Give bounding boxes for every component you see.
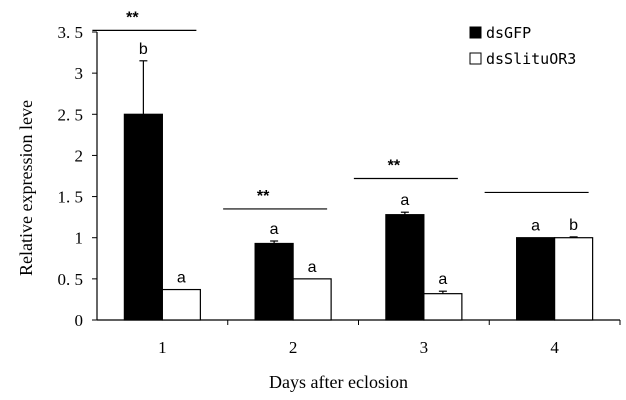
x-tick-label: 2 xyxy=(289,338,298,357)
x-tick-label: 3 xyxy=(420,338,429,357)
significance-stars: ** xyxy=(388,157,401,174)
bar-dsslituor3-2 xyxy=(292,278,332,321)
significance-letter: a xyxy=(531,218,540,235)
bar-dsgfp-3 xyxy=(385,214,425,321)
bar-dsgfp-1 xyxy=(123,113,163,321)
y-tick-label: 0 xyxy=(75,311,84,330)
y-tick-marks xyxy=(92,31,621,325)
x-tick-label: 4 xyxy=(550,338,559,357)
y-tick-label: 1 xyxy=(75,229,84,248)
legend: dsGFP dsSlituOR3 xyxy=(469,24,576,68)
x-tick-label: 1 xyxy=(158,338,167,357)
significance-stars: ** xyxy=(257,188,270,205)
significance-stars: ** xyxy=(126,9,139,26)
x-axis-label: Days after eclosion xyxy=(269,372,408,392)
significance-letter: a xyxy=(308,259,317,276)
y-tick-label: 2. 5 xyxy=(58,105,84,124)
y-axis-label: Relative expression leve xyxy=(16,100,36,276)
significance-letter: a xyxy=(177,270,186,287)
legend-label-dsslituor3: dsSlituOR3 xyxy=(486,50,576,68)
bar-dsgfp-4 xyxy=(516,237,556,321)
significance-letter: a xyxy=(438,271,447,288)
significance-letter: b xyxy=(569,217,578,234)
legend-swatch-dsslituor3 xyxy=(469,52,482,65)
significance-letter: a xyxy=(270,221,279,238)
y-tick-label: 3. 5 xyxy=(58,23,84,42)
bar-dsslituor3-3 xyxy=(423,293,463,321)
x-tick-labels: 1 2 3 4 xyxy=(158,338,559,357)
bar-dsslituor3-4 xyxy=(554,237,594,321)
y-tick-label: 3 xyxy=(75,64,84,83)
legend-label-dsgfp: dsGFP xyxy=(486,24,531,42)
bars: b a a a a a a b xyxy=(123,41,594,321)
bar-dsgfp-2 xyxy=(254,242,294,321)
legend-swatch-dsgfp xyxy=(469,26,482,39)
y-tick-labels: 0 0. 5 1 1. 5 2 2. 5 3 3. 5 xyxy=(58,23,84,330)
significance-letter: b xyxy=(139,41,148,58)
y-tick-label: 1. 5 xyxy=(58,188,84,207)
y-tick-label: 2 xyxy=(75,146,84,165)
bar-dsslituor3-1 xyxy=(161,288,201,321)
significance-letter: a xyxy=(400,192,409,209)
y-tick-label: 0. 5 xyxy=(58,270,84,289)
significance-annotations: ** ** ** xyxy=(92,9,589,210)
